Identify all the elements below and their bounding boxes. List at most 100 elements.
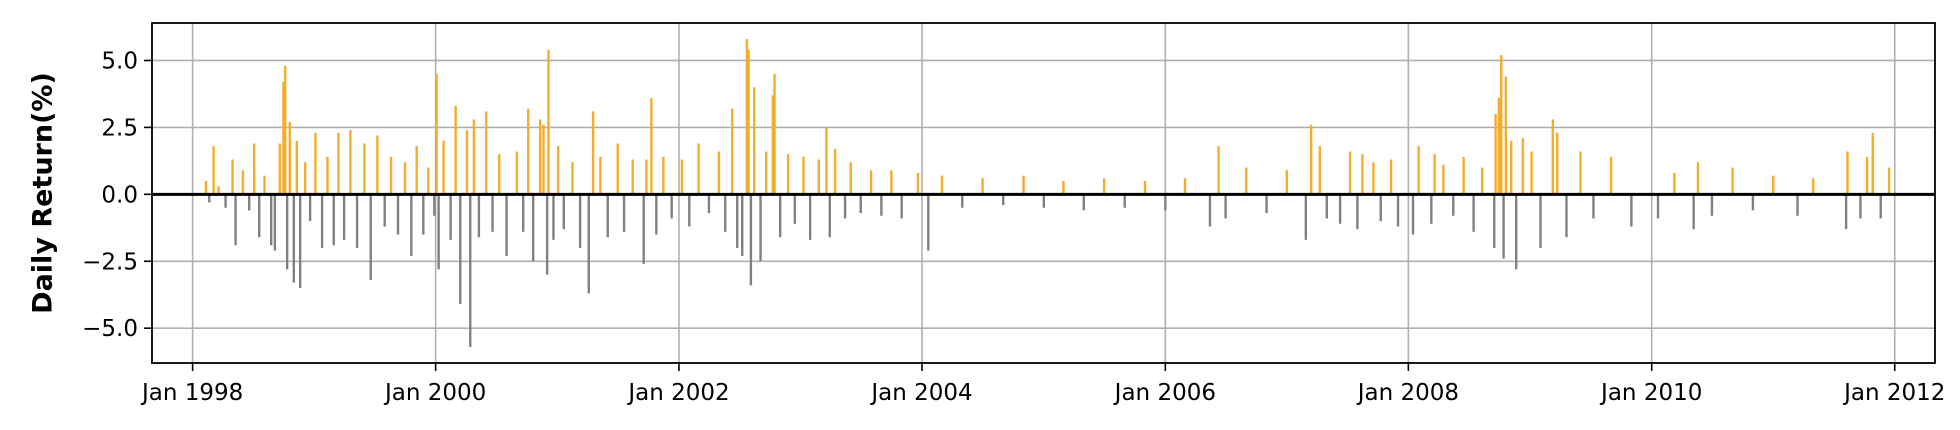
positive-return-bar — [1510, 140, 1513, 195]
negative-return-bar — [670, 194, 673, 219]
negative-return-bar — [234, 194, 237, 246]
negative-return-bar — [273, 194, 277, 251]
positive-return-bar — [1217, 146, 1220, 195]
positive-return-bar — [697, 143, 700, 195]
negative-return-bar — [521, 194, 525, 232]
positive-return-bar — [1389, 159, 1393, 195]
negative-return-bar — [308, 194, 312, 222]
negative-return-bar — [562, 194, 565, 230]
positive-return-bar — [212, 146, 215, 195]
positive-return-bar — [571, 162, 574, 195]
y-tick-label: −2.5 — [82, 249, 138, 275]
negative-return-bar — [1493, 194, 1496, 248]
y-axis-ticks: 5.0 2.5 0.0 −2.5 −5.0 — [82, 48, 152, 342]
positive-return-bar — [650, 97, 653, 195]
negative-return-bar — [587, 194, 590, 294]
positive-return-bar — [817, 159, 820, 195]
x-tick-label: Jan 2008 — [1356, 380, 1459, 406]
negative-return-bar — [859, 194, 862, 214]
positive-return-bar — [288, 122, 292, 195]
positive-return-bar — [717, 151, 721, 195]
positive-return-bar — [465, 130, 469, 195]
positive-return-bar — [337, 132, 340, 195]
positive-return-bar — [981, 178, 984, 195]
positive-return-bar — [1481, 167, 1484, 195]
positive-return-bar — [1521, 138, 1525, 195]
negative-return-bar — [505, 194, 508, 256]
positive-return-bar — [1609, 156, 1613, 195]
positive-return-bar — [403, 162, 407, 195]
negative-return-bar — [224, 194, 227, 208]
positive-return-bar — [731, 108, 734, 195]
y-tick-label: −5.0 — [82, 316, 138, 342]
positive-return-bar — [802, 156, 805, 195]
positive-return-bar — [890, 170, 893, 195]
positive-return-bar — [427, 167, 430, 195]
negative-return-bar — [759, 194, 762, 262]
positive-return-bar — [1183, 178, 1187, 195]
positive-return-bar — [1348, 151, 1352, 195]
positive-return-bar — [1102, 178, 1106, 195]
negative-return-bar — [688, 194, 691, 227]
positive-return-bar — [538, 119, 542, 195]
x-tick-label: Jan 2012 — [1842, 380, 1945, 406]
positive-return-bar — [1551, 119, 1555, 195]
negative-return-bar — [285, 194, 289, 270]
negative-return-bar — [1692, 194, 1695, 230]
positive-return-bar — [1062, 180, 1065, 195]
negative-return-bar — [449, 194, 452, 240]
negative-return-bar — [1630, 194, 1633, 227]
negative-return-bar — [248, 194, 251, 211]
positive-return-bar — [662, 156, 665, 195]
negative-return-bar — [793, 194, 797, 224]
positive-return-bar — [1417, 146, 1420, 195]
x-axis-ticks: Jan 1998 Jan 2000 Jan 2002 Jan 2004 Jan 2006… — [140, 363, 1945, 406]
negative-return-bar — [927, 194, 930, 251]
negative-return-bar — [749, 194, 753, 286]
x-tick-label: Jan 2002 — [626, 380, 729, 406]
negative-return-bar — [828, 194, 831, 238]
negative-return-bar — [257, 194, 261, 238]
negative-return-bar — [396, 194, 400, 235]
positive-return-bar — [252, 143, 256, 195]
positive-return-bar — [773, 73, 776, 195]
positive-return-bar — [631, 159, 634, 195]
negative-return-bar — [1338, 194, 1342, 224]
positive-return-bar — [204, 180, 208, 195]
positive-return-bar — [282, 81, 285, 195]
negative-return-bar — [1411, 194, 1415, 235]
negative-return-bar — [707, 194, 711, 214]
positive-return-bar — [1022, 175, 1025, 195]
x-tick-label: Jan 1998 — [140, 380, 243, 406]
negative-return-bar — [606, 194, 609, 238]
negative-return-bar — [469, 194, 472, 347]
positive-return-bar — [1555, 132, 1559, 195]
negative-return-bar — [642, 194, 645, 264]
positive-return-bar — [1143, 180, 1147, 195]
negative-return-bar — [1379, 194, 1382, 222]
positive-return-bar — [833, 148, 837, 195]
y-tick-label: 5.0 — [101, 48, 138, 74]
positive-return-bar — [498, 154, 501, 195]
negative-return-bar — [1844, 194, 1848, 230]
negative-return-bar — [1796, 194, 1799, 216]
positive-return-bar — [217, 186, 220, 195]
negative-return-bar — [491, 194, 494, 232]
negative-return-bar — [342, 194, 346, 240]
axes-frame — [151, 22, 1936, 364]
positive-return-bar — [1865, 156, 1869, 195]
positive-return-bar — [1372, 162, 1375, 195]
negative-return-bar — [1002, 194, 1005, 206]
negative-return-bar — [1356, 194, 1359, 230]
y-tick-label: 2.5 — [101, 115, 138, 141]
plot-frame — [151, 22, 1936, 364]
negative-return-bar — [622, 194, 626, 232]
negative-return-bar — [741, 194, 744, 256]
positive-return-bar — [278, 143, 282, 195]
positive-return-bar — [1494, 114, 1497, 195]
negative-return-bar — [208, 194, 211, 203]
negative-return-bar — [1208, 194, 1212, 227]
negative-return-bar — [477, 194, 481, 238]
negative-return-bar — [1452, 194, 1455, 216]
